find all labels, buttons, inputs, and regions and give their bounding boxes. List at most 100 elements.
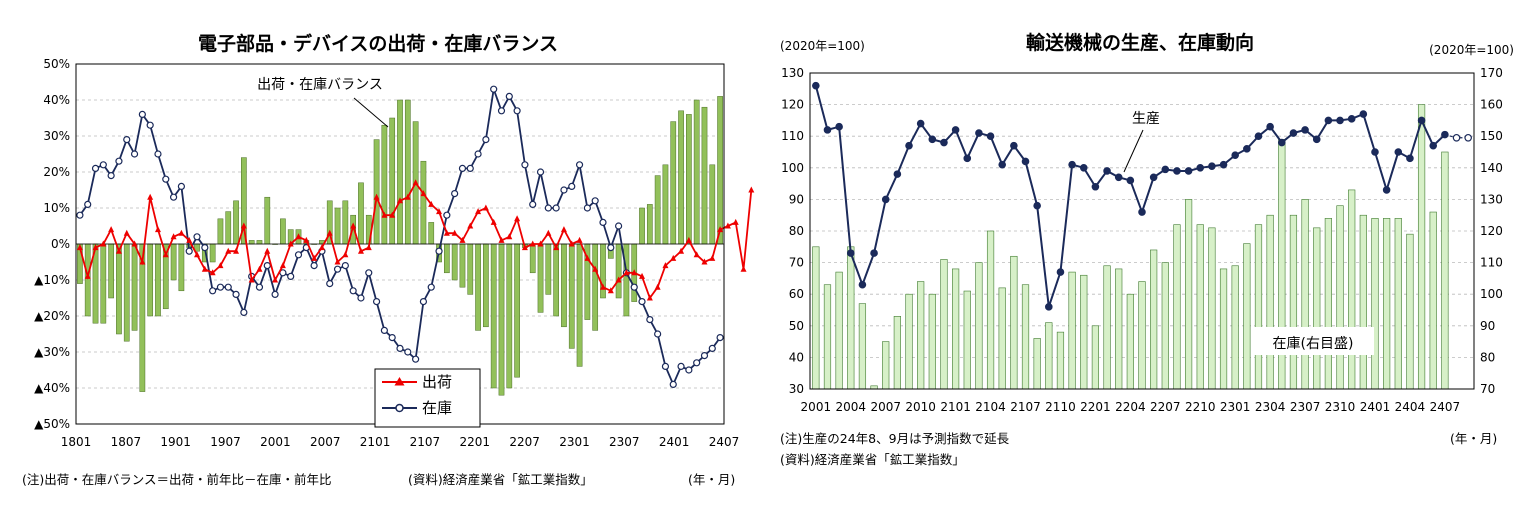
chart1-shipments-point	[709, 254, 716, 261]
chart1-shipments-point	[443, 229, 450, 236]
chart1-inventory-point	[607, 244, 615, 252]
chart2-inventory-bar	[1080, 274, 1088, 390]
chart2-production-point	[1312, 135, 1321, 144]
chart1-inventory-point	[654, 330, 662, 338]
chart1-shipments-point	[521, 244, 528, 251]
chart1-shipments-point	[732, 218, 739, 225]
chart1-balance-bar	[108, 243, 114, 299]
chart1-balance-bar	[451, 243, 458, 281]
chart2-right-tick: 150	[1480, 129, 1503, 143]
chart2-inventory-bar	[1289, 214, 1298, 390]
chart2-left-tick: 130	[781, 66, 804, 80]
chart1-inventory-point	[388, 334, 396, 342]
chart1-x-tick: 2407	[709, 435, 740, 449]
chart1-balance-bar	[248, 240, 255, 245]
chart1-balance-bar	[475, 243, 481, 331]
chart1-shipments-point	[654, 283, 661, 290]
chart2-inventory-bar	[1348, 189, 1356, 390]
chart2-inventory-bar	[1441, 151, 1449, 390]
chart2-right-tick: 100	[1480, 287, 1503, 301]
chart2-inventory-bar	[975, 262, 983, 390]
chart1-balance-bar	[600, 243, 606, 299]
chart1-shipments-point	[100, 240, 107, 247]
chart2-inventory-bar	[940, 259, 948, 390]
legend-shipments-label: 出荷	[422, 373, 452, 391]
chart1-balance-bar	[686, 114, 692, 245]
chart1-shipments-point	[568, 240, 575, 247]
chart2-inventory-bar	[847, 246, 855, 390]
chart1-shipments-point	[514, 215, 521, 222]
chart1-shipments-point	[357, 247, 364, 254]
legend-inventory-marker	[395, 403, 404, 413]
chart1-inventory-point	[474, 150, 482, 158]
chart1-shipments-point	[482, 204, 489, 211]
chart1-shipments-point	[201, 265, 208, 272]
chart1-balance-bar	[639, 207, 645, 245]
chart2-production-point	[1382, 186, 1391, 194]
chart1-shipments-point	[717, 226, 724, 233]
chart2-inventory-bar	[1126, 293, 1134, 390]
chart2-inventory-bar	[905, 293, 913, 390]
chart1-annotation-leader	[353, 97, 389, 128]
chart1-inventory-point	[575, 161, 584, 169]
chart2-production-point	[1254, 132, 1263, 141]
chart1-shipments-point	[506, 233, 513, 240]
chart2-production-point	[1068, 160, 1076, 169]
chart1-x-tick: 1907	[210, 435, 241, 449]
chart2-production-point	[1138, 208, 1146, 216]
chart2-production-point	[1406, 154, 1414, 163]
chart2-production-point	[928, 135, 937, 144]
chart1-inventory-point	[224, 283, 232, 291]
chart2-inventory-bar	[1103, 265, 1111, 390]
chart1-inventory-point	[490, 85, 498, 93]
chart1-inventory-point	[591, 197, 599, 205]
chart2-inventory-bar	[928, 293, 936, 390]
chart2-production-point	[905, 141, 913, 150]
chart2-production-point	[1114, 173, 1123, 182]
chart1-shipments-point	[115, 247, 122, 254]
chart2-production-leader	[1123, 129, 1144, 173]
chart1-shipments-point	[154, 226, 161, 233]
chart-electronics: 電子部品・デバイスの出荷・在庫バランス 50% 40% 30% 20% 10% 0% ▲10…	[22, 32, 755, 487]
chart1-balance-bar	[334, 207, 341, 245]
chart1-x-tick: 1901	[160, 435, 191, 449]
chart1-shipments-point	[295, 233, 302, 240]
chart1-balance-bar	[225, 211, 232, 245]
chart1-inventory-point	[513, 107, 521, 115]
chart1-shipments-point	[436, 208, 443, 215]
chart1-inventory-point	[209, 287, 217, 295]
chart2-production-point	[986, 132, 995, 141]
chart2-x-tick: 2004	[835, 400, 866, 414]
chart2-production-point	[1010, 141, 1018, 150]
chart1-y-tick: ▲40%	[34, 381, 70, 395]
chart2-left-tick: 60	[789, 287, 804, 301]
chart1-inventory-point	[154, 150, 162, 158]
chart1-inventory-point	[497, 107, 506, 115]
chart2-production-point	[1301, 126, 1309, 134]
chart1-inventory-point	[638, 298, 646, 306]
chart2-plot-frame	[809, 72, 1475, 390]
chart1-shipments-point	[84, 272, 91, 279]
chart2-left-tick: 70	[789, 256, 804, 270]
chart1-inventory-point	[552, 204, 560, 212]
chart2-inventory-bar	[1173, 224, 1181, 390]
chart1-inventory-point	[380, 326, 388, 334]
chart2-inventory-bar	[1068, 271, 1076, 390]
chart1-inventory-point	[326, 280, 334, 288]
chart1-shipments-point	[428, 200, 435, 207]
chart2-production-point	[1208, 162, 1216, 171]
chart1-balance-bar	[506, 243, 513, 389]
chart1-inventory-point	[529, 200, 537, 208]
chart1-source: (資料)経済産業省「鉱工業指数」	[408, 472, 593, 487]
chart1-balance-bar	[576, 243, 583, 367]
chart1-inventory-point	[544, 204, 552, 212]
chart1-inventory-point	[201, 244, 209, 252]
chart1-inventory-point	[677, 362, 685, 370]
chart1-balance-bar	[701, 106, 708, 245]
chart1-shipments-point	[287, 240, 294, 247]
chart1-shipments-point	[592, 265, 599, 272]
chart1-note: (注)出荷・在庫バランス＝出荷・前年比－在庫・前年比	[22, 472, 332, 487]
chart2-production-point	[1161, 165, 1170, 174]
chart1-shipments-point	[404, 193, 411, 200]
chart1-shipments-point	[162, 251, 169, 258]
